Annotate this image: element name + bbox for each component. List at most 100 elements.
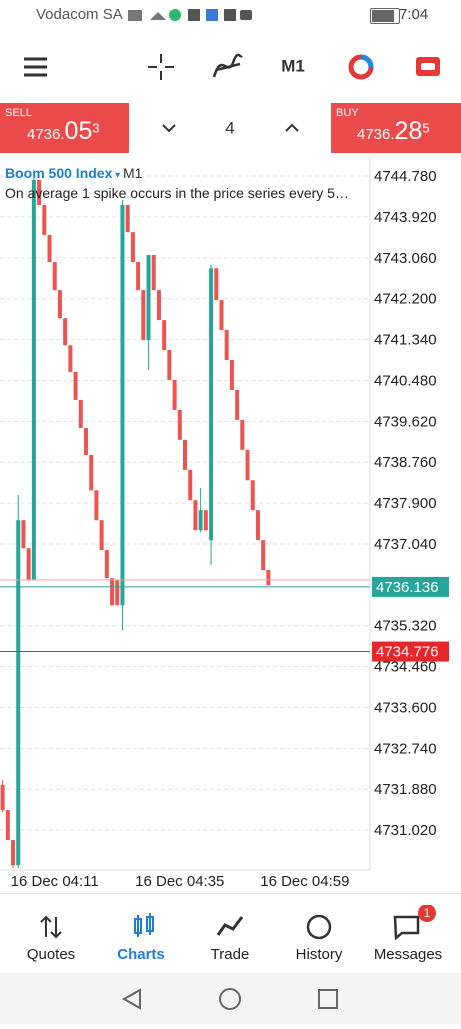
back-button[interactable] bbox=[121, 988, 141, 1010]
badge: 1 bbox=[424, 906, 431, 920]
candle-body bbox=[47, 234, 52, 263]
candle-body bbox=[26, 548, 31, 581]
price-label-box bbox=[372, 641, 449, 662]
sell-small: 3 bbox=[92, 120, 100, 136]
candle-body bbox=[209, 268, 214, 541]
badge-circle bbox=[418, 905, 436, 922]
nav-item[interactable]: Trade bbox=[210, 946, 250, 963]
buy-small: 5 bbox=[422, 120, 430, 136]
chart-title[interactable]: Boom 500 Index bbox=[5, 165, 113, 181]
y-tick-label: 4741.340 bbox=[374, 332, 437, 349]
lot-control: 4 bbox=[162, 118, 299, 137]
price-label: 4734.776 bbox=[376, 644, 439, 661]
y-tick-label: 4738.760 bbox=[374, 454, 437, 471]
recents-button[interactable] bbox=[318, 989, 338, 1009]
candle-body bbox=[78, 399, 83, 428]
y-tick-label: 4737.040 bbox=[374, 536, 437, 553]
candle-body bbox=[73, 371, 78, 400]
candle-body bbox=[83, 427, 88, 456]
candle-body bbox=[261, 540, 266, 571]
candle-body bbox=[42, 205, 47, 235]
buy-button[interactable]: BUY 4736.285 bbox=[331, 103, 461, 153]
lot-size[interactable]: 4 bbox=[225, 118, 234, 137]
candle-body bbox=[130, 232, 135, 263]
sell-button[interactable]: SELL 4736.053 bbox=[0, 103, 129, 153]
y-tick-label: 4733.600 bbox=[374, 699, 437, 716]
buy-prefix: 4736. bbox=[357, 126, 395, 143]
charts-icon bbox=[134, 913, 154, 937]
candle-body bbox=[229, 360, 234, 390]
candle-body bbox=[224, 330, 229, 361]
candle-body bbox=[198, 510, 203, 531]
candle-body bbox=[37, 179, 42, 206]
y-tick-label: 4737.900 bbox=[374, 495, 437, 512]
y-tick-label: 4732.740 bbox=[374, 740, 437, 757]
y-tick-label: 4734.460 bbox=[374, 659, 437, 676]
nav-icons: 1 bbox=[40, 905, 436, 940]
chart-header: Boom 500 Index ▾ M1 bbox=[5, 165, 143, 181]
y-tick-label: 4743.060 bbox=[374, 250, 437, 267]
nav-item[interactable]: Charts bbox=[117, 946, 165, 963]
home-button[interactable] bbox=[219, 988, 241, 1010]
candle-body bbox=[235, 389, 240, 420]
sell-big: 05 bbox=[64, 117, 93, 145]
candle-body bbox=[125, 205, 130, 233]
candle-body bbox=[266, 570, 271, 586]
sell-price: 4736.053 bbox=[27, 117, 100, 146]
system-nav bbox=[0, 973, 461, 1024]
candle-body bbox=[21, 520, 26, 549]
candle-body bbox=[16, 520, 21, 866]
candle-body bbox=[115, 580, 120, 606]
trade-button-inner bbox=[421, 63, 435, 70]
chart-style-accent bbox=[360, 54, 374, 68]
battery-level bbox=[372, 10, 394, 22]
chart-timeframe: M1 bbox=[122, 165, 143, 181]
price-label: 4736.136 bbox=[376, 579, 439, 596]
candle-body bbox=[172, 379, 177, 410]
candle-body bbox=[203, 510, 208, 531]
nav-item[interactable]: History bbox=[295, 946, 343, 963]
candle-body bbox=[151, 254, 156, 291]
buy-price: 4736.285 bbox=[357, 117, 430, 146]
status-icons bbox=[128, 8, 253, 22]
status-icons-svg bbox=[128, 9, 252, 21]
candle-body bbox=[219, 300, 224, 331]
trade-icon bbox=[216, 916, 244, 936]
y-tick-label: 4740.480 bbox=[374, 372, 437, 389]
candle-body bbox=[104, 550, 109, 579]
candle-body bbox=[94, 490, 99, 521]
menu-button[interactable] bbox=[24, 57, 47, 77]
nav-item[interactable]: Messages bbox=[373, 946, 443, 963]
toolbar: M1 bbox=[24, 53, 440, 80]
candle-body bbox=[120, 205, 125, 606]
candle-body bbox=[141, 290, 146, 341]
x-tick-label: 16 Dec 04:35 bbox=[135, 873, 224, 890]
candle-body bbox=[146, 254, 151, 341]
candle-body bbox=[11, 840, 16, 866]
candle-body bbox=[167, 350, 172, 380]
candle-body bbox=[156, 290, 161, 321]
lot-increase[interactable] bbox=[285, 123, 299, 132]
candle-body bbox=[255, 510, 260, 541]
timeframe-button[interactable]: M1 bbox=[281, 56, 305, 75]
candle-body bbox=[89, 455, 94, 491]
chart: 4744.780 4743.920 4743.060 4742.200 4741.340… bbox=[0, 158, 449, 890]
candle-body bbox=[110, 578, 115, 606]
candle-body bbox=[63, 318, 68, 346]
candle-body bbox=[5, 810, 10, 841]
carrier: Vodacom SA bbox=[36, 6, 123, 23]
y-tick-label: 4742.200 bbox=[374, 291, 437, 308]
history-icon bbox=[306, 914, 332, 940]
nav-item[interactable]: Quotes bbox=[26, 946, 76, 963]
lot-decrease[interactable] bbox=[162, 124, 176, 133]
x-tick-label: 16 Dec 04:59 bbox=[260, 873, 349, 890]
indicators-button[interactable] bbox=[212, 53, 243, 78]
quotes-icon bbox=[40, 915, 62, 939]
candle-body bbox=[245, 449, 250, 481]
candle-body bbox=[183, 439, 187, 470]
crosshair-button[interactable] bbox=[148, 54, 174, 80]
candle-body bbox=[177, 409, 182, 440]
messages-icon bbox=[393, 915, 420, 940]
candle-body bbox=[162, 320, 167, 351]
y-tick-label: 4743.920 bbox=[374, 209, 437, 226]
